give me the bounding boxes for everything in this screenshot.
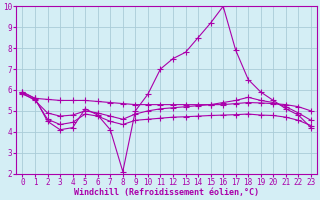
X-axis label: Windchill (Refroidissement éolien,°C): Windchill (Refroidissement éolien,°C)	[74, 188, 259, 197]
